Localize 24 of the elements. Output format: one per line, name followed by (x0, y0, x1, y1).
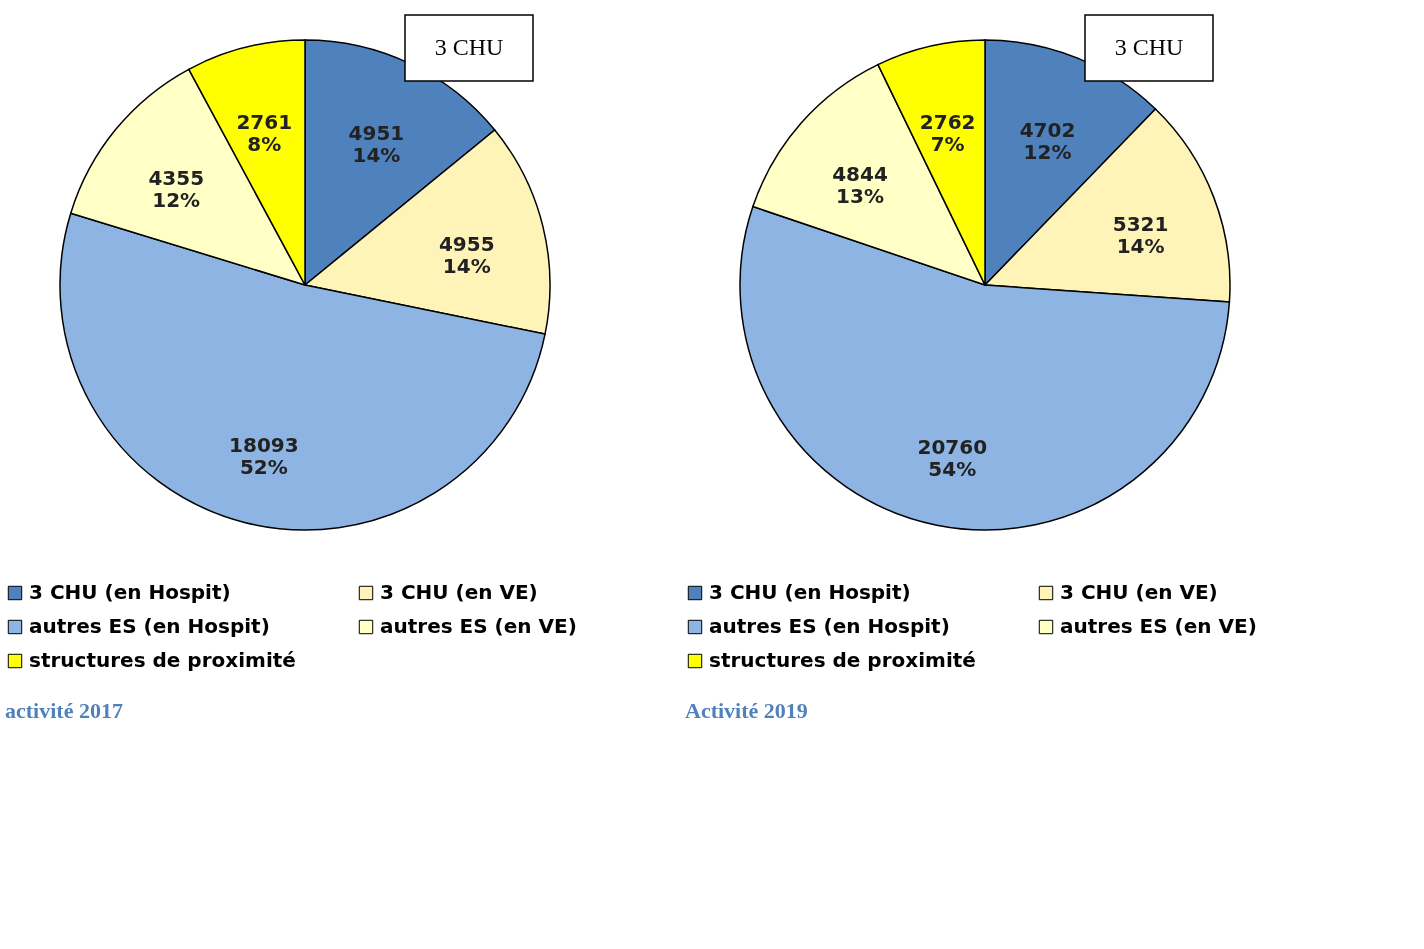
legend-label: autres ES (en Hospit) (29, 614, 270, 638)
legend-label: autres ES (en VE) (1060, 614, 1257, 638)
data-label: 18093 52% (229, 433, 299, 480)
data-label: 4955 14% (438, 232, 495, 279)
data-label: 20760 54% (917, 435, 988, 482)
legend-label: autres ES (en VE) (380, 614, 577, 638)
legend-label: structures de proximité (709, 648, 976, 672)
text: 3 CHU (434, 34, 504, 60)
legend-label: structures de proximité (29, 648, 296, 672)
data-label: 5321 14% (1112, 212, 1169, 259)
text: 3 CHU (1114, 34, 1184, 60)
legend-label: 3 CHU (en Hospit) (709, 580, 911, 604)
data-label: 2762 7% (919, 109, 976, 156)
data-label: 4702 12% (1019, 117, 1076, 164)
data-label: 4355 12% (148, 166, 205, 213)
legend-label: 3 CHU (en Hospit) (29, 580, 231, 604)
data-label: 4951 14% (348, 121, 405, 168)
legend-label: 3 CHU (en VE) (380, 580, 538, 604)
data-label: 2761 8% (236, 110, 293, 157)
legend-label: autres ES (en Hospit) (709, 614, 950, 638)
text: Activité 2019 (685, 698, 808, 723)
legend-label: 3 CHU (en VE) (1060, 580, 1218, 604)
text: activité 2017 (5, 698, 123, 723)
data-label: 4844 13% (832, 161, 888, 208)
